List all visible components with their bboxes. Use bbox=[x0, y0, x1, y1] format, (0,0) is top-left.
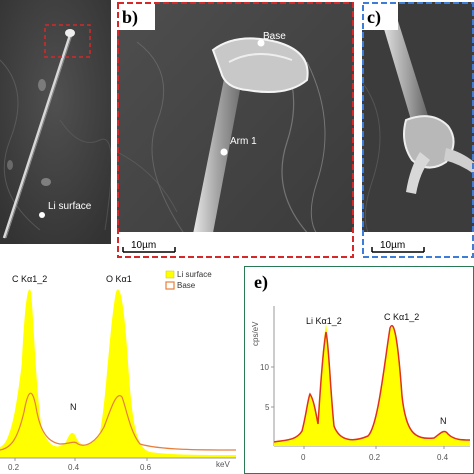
spectrum-outline bbox=[273, 325, 471, 443]
point-marker-base bbox=[257, 39, 265, 47]
peak-label-li: Li Kα1_2 bbox=[306, 316, 342, 326]
scale-bar-label: 10µm bbox=[380, 240, 405, 251]
peak-label-n: N bbox=[70, 402, 77, 412]
peak-label-c: C Kα1_2 bbox=[384, 312, 419, 322]
x-tick-label: 0 bbox=[301, 453, 306, 462]
panel-b-label: b) bbox=[122, 7, 138, 28]
y-axis-label: cps/eV bbox=[251, 321, 260, 346]
whisker-arm bbox=[376, 2, 430, 130]
whisker-base bbox=[65, 29, 75, 37]
x-tick-label: 0.6 bbox=[140, 463, 152, 472]
x-tick-label: 0.2 bbox=[8, 463, 20, 472]
whisker-line bbox=[2, 34, 72, 239]
surface-texture bbox=[136, 41, 198, 253]
point-marker-li-surface bbox=[39, 212, 45, 218]
base-highlight bbox=[228, 52, 293, 63]
scale-bar-label: 10µm bbox=[131, 240, 156, 251]
panel-e-chart: e) cps/eV 10 5 0 0.2 0.4 Li Kα1_2 C Kα1_… bbox=[244, 266, 474, 474]
surface-texture bbox=[0, 59, 41, 231]
surface-debris bbox=[41, 178, 51, 186]
peak-label-n: N bbox=[440, 416, 447, 426]
panel-a-drawing: Li surface bbox=[0, 0, 111, 244]
li-surface-spectrum bbox=[0, 289, 236, 458]
whisker-branch bbox=[444, 148, 474, 174]
x-tick-label: 0.4 bbox=[68, 463, 80, 472]
legend-label-base: Base bbox=[177, 281, 196, 290]
surface-texture bbox=[117, 151, 178, 213]
panel-c-drawing: c) 10µm bbox=[362, 2, 474, 258]
peak-label-o: O Kα1 bbox=[106, 274, 132, 284]
surface-debris bbox=[7, 160, 13, 170]
y-tick-label: 10 bbox=[260, 363, 269, 372]
point-label-li-surface: Li surface bbox=[48, 201, 92, 212]
legend-swatch-base bbox=[165, 281, 175, 290]
x-tick-label: 0.2 bbox=[369, 453, 381, 462]
detail-box bbox=[44, 24, 91, 58]
panel-c-sem-image: c) 10µm bbox=[362, 2, 474, 258]
panel-c-border bbox=[362, 2, 474, 258]
panel-d-spectrum: 0.2 0.4 0.6 keV C Kα1_2 O Kα1 N Li surfa… bbox=[0, 262, 236, 474]
panel-b-sem-image: Base Arm 1 b) 10µm bbox=[117, 2, 354, 258]
y-tick-label: 5 bbox=[265, 403, 270, 412]
panel-b-drawing: Base Arm 1 b) 10µm bbox=[117, 2, 354, 258]
whisker-arm bbox=[189, 74, 243, 254]
panel-a-background bbox=[0, 0, 111, 244]
surface-texture bbox=[59, 119, 111, 231]
legend-label-li-surface: Li surface bbox=[177, 270, 212, 279]
panel-c-label-box bbox=[362, 2, 398, 30]
panel-c-label: c) bbox=[367, 7, 381, 28]
surface-debris bbox=[38, 79, 46, 91]
panel-e-label: e) bbox=[254, 272, 268, 293]
scale-bar-strip bbox=[362, 232, 474, 258]
panel-b-border bbox=[117, 2, 354, 258]
scale-bar-strip bbox=[117, 232, 354, 258]
panel-e-spectrum: e) cps/eV 10 5 0 0.2 0.4 Li Kα1_2 C Kα1_… bbox=[244, 266, 474, 474]
peak-label-c: C Kα1_2 bbox=[12, 274, 47, 284]
base-spectrum bbox=[0, 392, 236, 451]
whisker-kink bbox=[403, 115, 455, 169]
panel-d-chart: 0.2 0.4 0.6 keV C Kα1_2 O Kα1 N Li surfa… bbox=[0, 270, 236, 472]
legend-swatch-li-surface bbox=[165, 270, 175, 279]
whisker-edge bbox=[5, 34, 73, 239]
panel-b-label-box bbox=[117, 2, 155, 30]
whisker-lower-arm bbox=[406, 152, 430, 194]
point-marker-arm-1 bbox=[220, 148, 228, 156]
panel-a-sem-image: Li surface bbox=[0, 0, 111, 244]
x-tick-label: 0.4 bbox=[437, 453, 449, 462]
x-unit-label: keV bbox=[216, 460, 230, 469]
point-label-base: Base bbox=[263, 31, 286, 42]
whisker-base bbox=[211, 37, 309, 93]
point-label-arm-1: Arm 1 bbox=[230, 136, 257, 147]
